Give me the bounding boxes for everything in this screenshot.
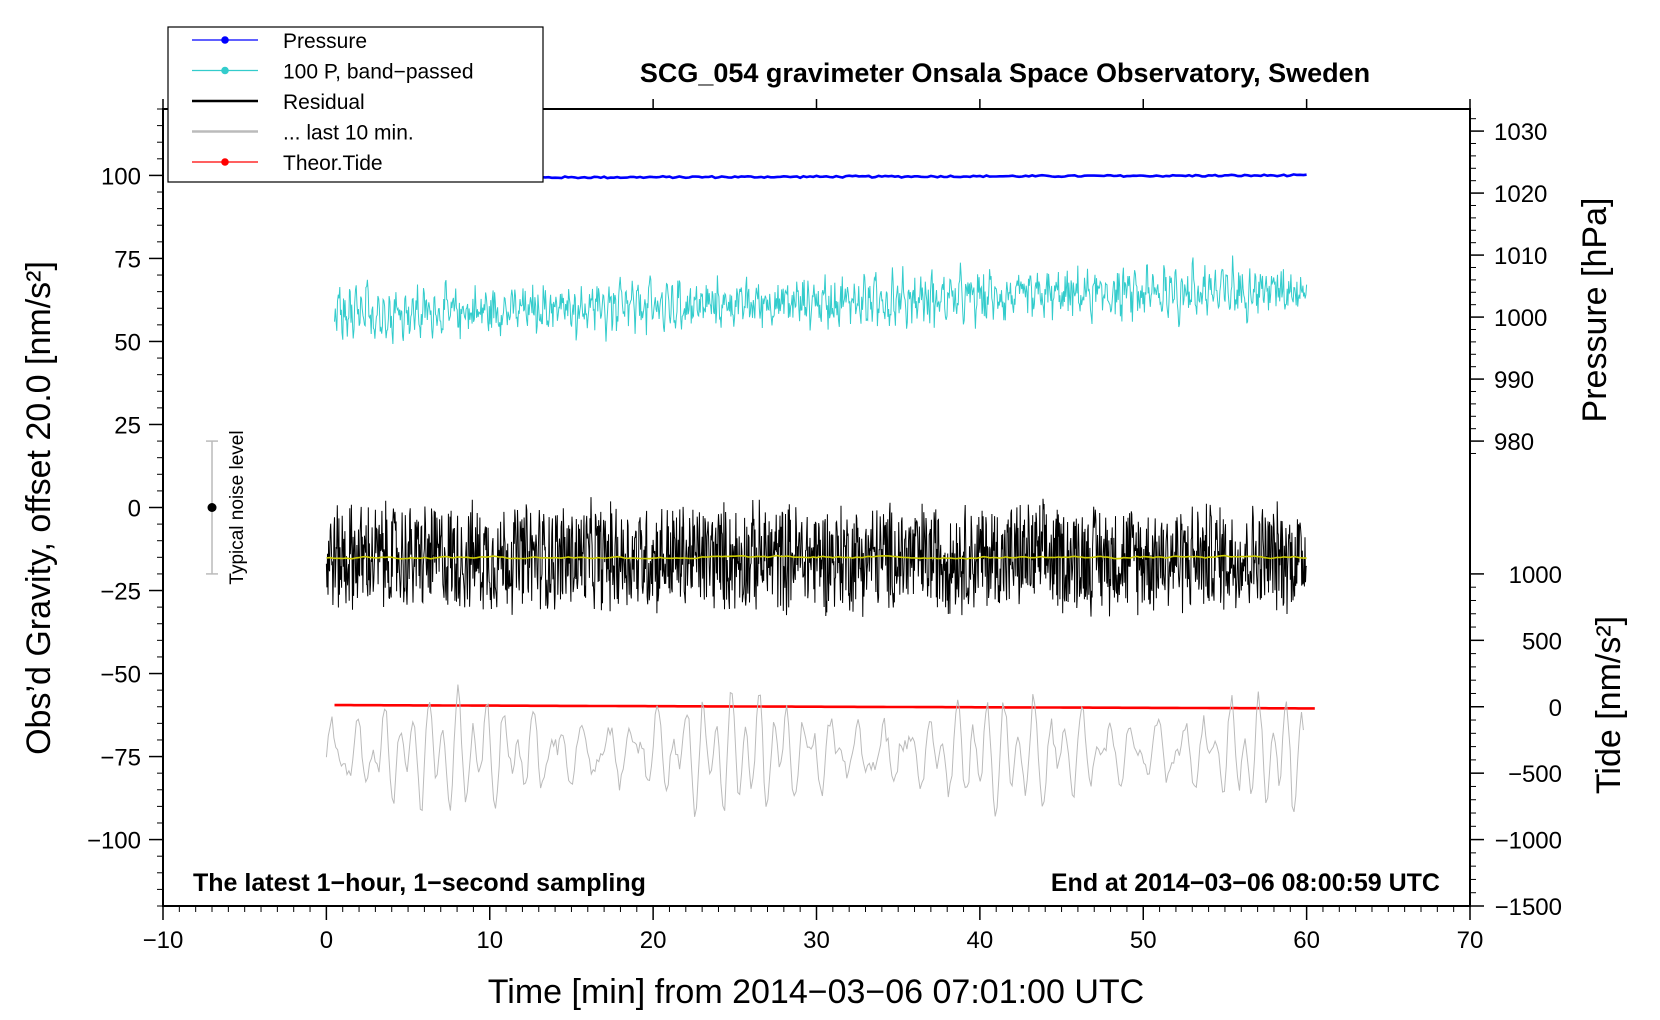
x-axis-label: Time [min] from 2014−03−06 07:01:00 UTC: [488, 973, 1144, 1011]
tide-tick-label: 0: [1549, 695, 1562, 722]
legend-label: Theor.Tide: [283, 152, 383, 175]
pressure-tick-label: 990: [1494, 367, 1534, 394]
series-line-residual: [325, 497, 1308, 617]
pressure-tick-label: 980: [1494, 429, 1534, 456]
chart-title: SCG_054 gravimeter Onsala Space Observat…: [640, 58, 1370, 88]
legend-label: 100 P, band−passed: [283, 61, 474, 84]
y-tick-label: 50: [114, 329, 141, 356]
legend-marker: [221, 158, 229, 166]
legend-label: Residual: [283, 91, 365, 114]
x-tick-label: 60: [1293, 927, 1320, 954]
legend-label: ... last 10 min.: [283, 122, 414, 145]
noise-level-bar: Typical noise level: [206, 430, 248, 585]
x-tick-label: 30: [803, 927, 830, 954]
plot-series: [325, 173, 1315, 817]
legend: Pressure 100 P, band−passed Residual ... la…: [167, 26, 544, 183]
pressure-tick-label: 1000: [1494, 305, 1547, 332]
tide-tick-label: 1000: [1509, 562, 1562, 589]
legend-marker: [221, 36, 229, 44]
tide-tick-label: −1000: [1495, 828, 1562, 855]
noise-bar-center-dot: [207, 503, 217, 512]
y-axis-label-pressure: Pressure [hPa]: [1576, 198, 1614, 423]
y-axis-pressure: 980 990 1000 1010 1020 1030: [1470, 118, 1547, 456]
legend-marker: [221, 66, 229, 75]
y-tick-label: −25: [100, 579, 141, 606]
series-line-residual-smoothed: [326, 554, 1307, 560]
y-tick-label: −100: [87, 828, 141, 855]
y-axis-tide: −1500 −1000 −500 0 500 1000: [1470, 562, 1562, 921]
noise-bar-label: Typical noise level: [227, 430, 248, 584]
x-tick-label: 50: [1130, 927, 1157, 954]
y-axis-label-left: Obs’d Gravity, offset 20.0 [nm/s²]: [20, 261, 58, 755]
x-tick-label: 70: [1457, 927, 1484, 954]
legend-box: [167, 26, 544, 183]
y-tick-label: −75: [100, 745, 141, 772]
annotation-bottom-right: End at 2014−03−06 08:00:59 UTC: [1051, 869, 1440, 897]
legend-label: Pressure: [283, 30, 367, 53]
tide-tick-label: −1500: [1495, 894, 1562, 921]
y-axis-left: −100 −75 −50 −25 0 25 50 75 100: [87, 108, 163, 907]
x-tick-label: −10: [143, 927, 184, 954]
x-axis: −10 0 10 20 30 40 50 60 70: [143, 99, 1484, 954]
tide-tick-label: −500: [1508, 761, 1562, 788]
annotation-bottom-left: The latest 1−hour, 1−second sampling: [193, 869, 646, 897]
y-tick-label: 100: [101, 163, 141, 190]
y-tick-label: 75: [114, 246, 141, 273]
y-tick-label: 25: [114, 412, 141, 439]
series-line-last-10-min: [325, 684, 1304, 817]
x-tick-label: 20: [640, 927, 667, 954]
series-line-theor-tide: [334, 703, 1315, 710]
pressure-tick-label: 1030: [1494, 119, 1547, 146]
x-tick-label: 40: [967, 927, 994, 954]
plot-frame: [162, 108, 1471, 907]
x-tick-label: 0: [320, 927, 333, 954]
pressure-tick-label: 1010: [1494, 243, 1547, 270]
y-tick-label: −50: [100, 662, 141, 689]
tide-tick-label: 500: [1522, 628, 1562, 655]
pressure-tick-label: 1020: [1494, 181, 1547, 208]
series-line-100-p-band-passed: [334, 255, 1308, 345]
y-tick-label: 0: [128, 496, 141, 523]
y-axis-label-tide: Tide [nm/s²]: [1590, 616, 1628, 794]
x-tick-label: 10: [476, 927, 503, 954]
